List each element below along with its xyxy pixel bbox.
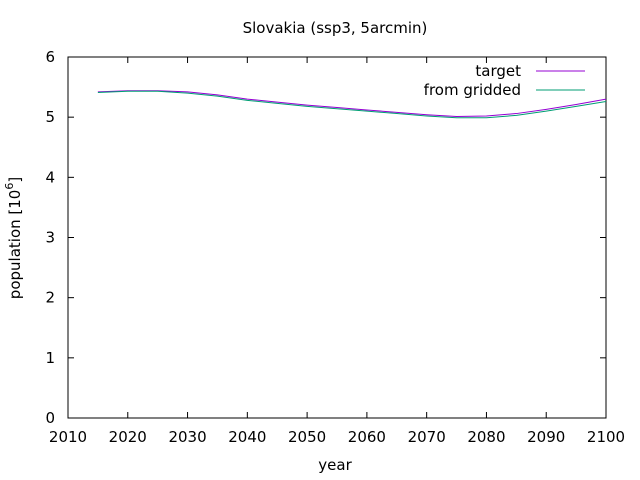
x-tick-label-2060: 2060 (348, 428, 386, 446)
chart-title: Slovakia (ssp3, 5arcmin) (243, 19, 428, 37)
y-axis-label-superscript: 6 (3, 183, 16, 190)
x-axis-label: year (318, 456, 352, 474)
series-layer (97, 90, 607, 119)
x-tick-label-2020: 2020 (109, 428, 147, 446)
y-axis-label-main: population [10 (6, 190, 24, 300)
y-tick-label-0: 0 (45, 409, 55, 427)
y-axis-ticks: 0 1 2 3 4 5 6 (45, 48, 606, 427)
x-tick-label-2090: 2090 (527, 428, 565, 446)
plot-frame (67, 56, 607, 419)
legend: target from gridded (424, 62, 585, 99)
x-tick-label-2050: 2050 (288, 428, 326, 446)
x-axis-ticks: 2010 2020 2030 2040 2050 2060 2070 2080 2090 2100 (49, 57, 625, 446)
legend-label-from-gridded: from gridded (424, 81, 521, 99)
y-tick-label-5: 5 (45, 108, 55, 126)
x-tick-label-2040: 2040 (228, 428, 266, 446)
series-line-from-gridded (97, 90, 607, 119)
plot-border (67, 56, 607, 419)
y-tick-label-1: 1 (45, 349, 55, 367)
x-tick-label-2070: 2070 (408, 428, 446, 446)
y-tick-label-3: 3 (45, 229, 55, 247)
legend-label-target: target (475, 62, 521, 80)
y-axis-label: population [106] (3, 177, 24, 299)
x-tick-label-2080: 2080 (467, 428, 505, 446)
x-tick-label-2010: 2010 (49, 428, 87, 446)
y-tick-label-2: 2 (45, 289, 55, 307)
y-axis-label-end: ] (6, 177, 24, 183)
x-tick-label-2100: 2100 (587, 428, 625, 446)
series-line-target (97, 90, 607, 118)
x-tick-label-2030: 2030 (168, 428, 206, 446)
y-tick-label-4: 4 (45, 168, 55, 186)
y-tick-label-6: 6 (45, 48, 55, 66)
